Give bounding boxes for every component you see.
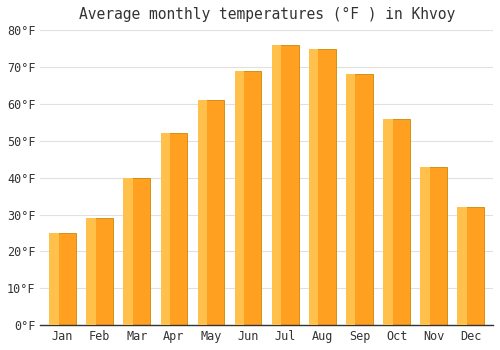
Bar xyxy=(49,233,76,325)
Title: Average monthly temperatures (°F ) in Khvoy: Average monthly temperatures (°F ) in Kh… xyxy=(78,7,455,22)
Bar xyxy=(160,133,170,325)
Bar xyxy=(272,45,298,325)
Bar xyxy=(420,167,447,325)
Bar xyxy=(198,100,207,325)
Bar xyxy=(198,100,224,325)
Bar xyxy=(309,49,336,325)
Bar xyxy=(124,178,133,325)
Bar xyxy=(49,233,58,325)
Bar xyxy=(383,119,392,325)
Bar xyxy=(309,49,318,325)
Bar xyxy=(458,207,467,325)
Bar xyxy=(346,74,356,325)
Bar xyxy=(420,167,430,325)
Bar xyxy=(86,218,113,325)
Bar xyxy=(160,133,188,325)
Bar xyxy=(346,74,373,325)
Bar xyxy=(272,45,281,325)
Bar xyxy=(86,218,96,325)
Bar xyxy=(458,207,484,325)
Bar xyxy=(124,178,150,325)
Bar xyxy=(235,71,244,325)
Bar xyxy=(383,119,410,325)
Bar xyxy=(235,71,262,325)
